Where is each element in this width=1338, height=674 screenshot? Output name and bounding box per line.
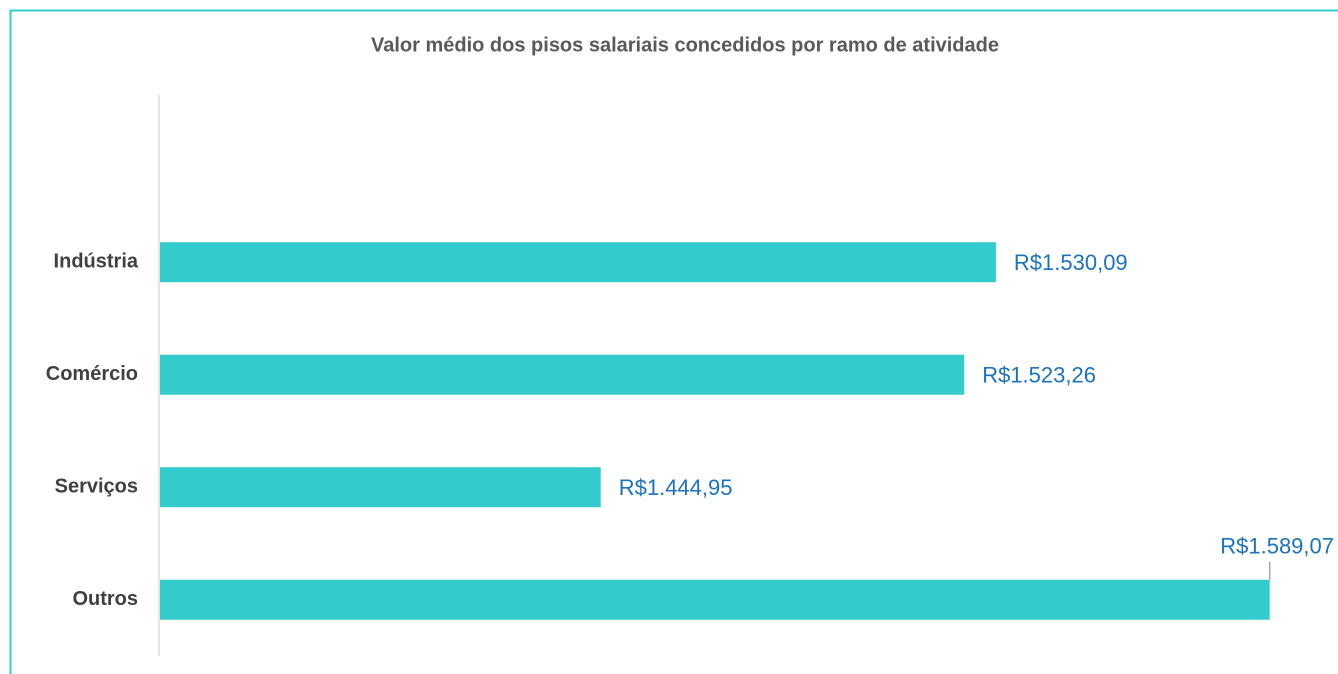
data-label: R$1.530,09	[1014, 250, 1128, 275]
category-label: Serviços	[55, 476, 138, 498]
frame	[9, 9, 1338, 674]
bar	[160, 467, 601, 508]
data-label: R$1.523,26	[982, 363, 1096, 388]
category-label: Indústria	[54, 251, 139, 273]
category-label: Comércio	[46, 363, 138, 385]
data-label: R$1.444,95	[619, 475, 733, 500]
chart-title: Valor médio dos pisos salariais concedid…	[371, 34, 999, 56]
bar	[160, 579, 1270, 620]
bar	[160, 354, 965, 395]
data-label: R$1.589,07	[1220, 534, 1334, 559]
bar	[160, 242, 996, 283]
category-label: Outros	[72, 588, 138, 610]
